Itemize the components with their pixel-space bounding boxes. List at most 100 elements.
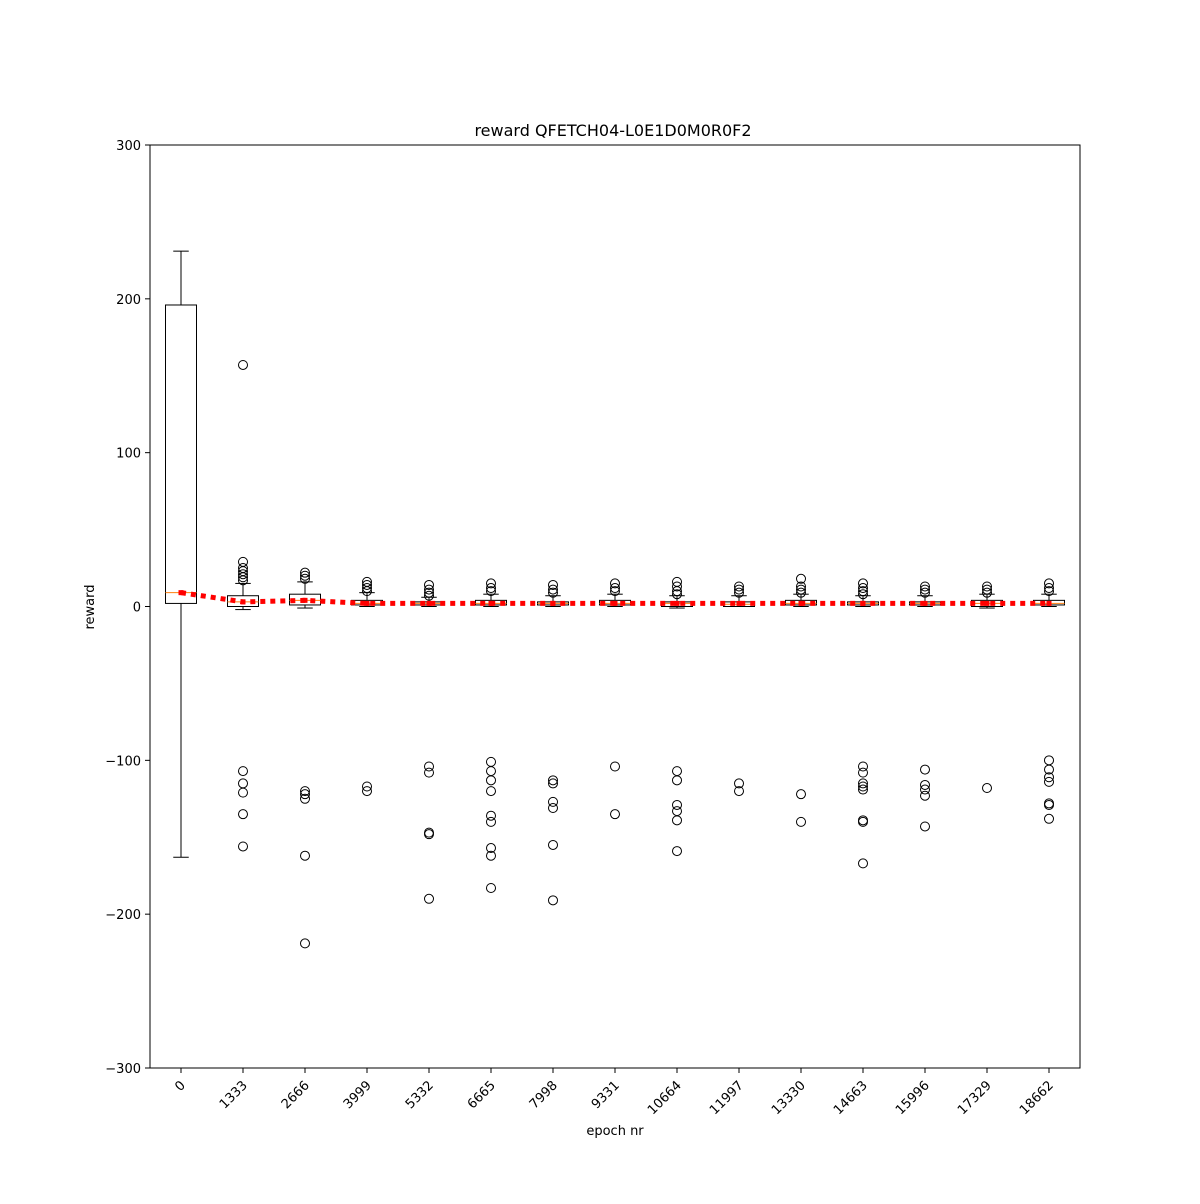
- outlier: [982, 587, 992, 598]
- outlier: [362, 781, 372, 792]
- mean-marker: [674, 600, 680, 606]
- outlier: [796, 581, 806, 592]
- outlier: [238, 809, 248, 820]
- outlier: [238, 359, 248, 370]
- outlier: [1044, 583, 1054, 594]
- outlier: [486, 850, 496, 861]
- outlier: [858, 578, 868, 589]
- outlier: [920, 764, 930, 775]
- mean-marker: [178, 590, 184, 596]
- y-tick-label: −100: [105, 754, 141, 769]
- outlier: [920, 581, 930, 592]
- outlier: [486, 816, 496, 827]
- mean-marker: [426, 600, 432, 606]
- outlier: [300, 567, 310, 578]
- outlier: [362, 583, 372, 594]
- outlier: [548, 579, 558, 590]
- outlier: [1044, 813, 1054, 824]
- outlier: [424, 587, 434, 598]
- outlier: [238, 787, 248, 798]
- outlier: [858, 784, 868, 795]
- outlier: [300, 938, 310, 949]
- x-axis-label: epoch nr: [586, 1124, 644, 1139]
- outlier: [300, 793, 310, 804]
- outlier: [300, 573, 310, 584]
- outlier: [486, 756, 496, 767]
- mean-marker: [612, 600, 618, 606]
- x-tick-label: 2666: [279, 1078, 313, 1112]
- mean-marker: [550, 600, 556, 606]
- outlier: [672, 815, 682, 826]
- outlier: [238, 575, 248, 586]
- outlier: [858, 761, 868, 772]
- y-tick-label: 0: [133, 601, 141, 616]
- outlier: [238, 569, 248, 580]
- box: [227, 595, 259, 608]
- outlier: [610, 809, 620, 820]
- outlier: [238, 572, 248, 583]
- outlier: [300, 786, 310, 797]
- outlier: [672, 799, 682, 810]
- mean-marker: [798, 600, 804, 606]
- outlier: [672, 775, 682, 786]
- outlier: [486, 578, 496, 589]
- outlier: [610, 578, 620, 589]
- outlier: [300, 850, 310, 861]
- outlier: [548, 587, 558, 598]
- outlier: [486, 583, 496, 594]
- mean-marker: [488, 600, 494, 606]
- outlier: [424, 893, 434, 904]
- outlier: [920, 779, 930, 790]
- outlier: [300, 570, 310, 581]
- outlier: [858, 767, 868, 778]
- x-tick-label: 5332: [403, 1078, 437, 1112]
- y-tick-label: −300: [105, 1062, 141, 1077]
- outlier: [424, 590, 434, 601]
- outlier: [734, 786, 744, 797]
- outlier: [486, 786, 496, 797]
- mean-marker: [922, 600, 928, 606]
- x-tick-label: 13330: [769, 1078, 809, 1118]
- outlier: [858, 816, 868, 827]
- outlier: [486, 883, 496, 894]
- outlier: [610, 761, 620, 772]
- outlier: [672, 806, 682, 817]
- outlier: [424, 767, 434, 778]
- outlier: [796, 573, 806, 584]
- outlier: [672, 581, 682, 592]
- outlier: [858, 778, 868, 789]
- outlier: [1044, 586, 1054, 597]
- mean-marker: [736, 600, 742, 606]
- outlier: [672, 586, 682, 597]
- outlier: [486, 775, 496, 786]
- outlier: [796, 584, 806, 595]
- mean-marker: [860, 600, 866, 606]
- outlier: [610, 586, 620, 597]
- outlier: [982, 783, 992, 794]
- outlier: [300, 789, 310, 800]
- x-tick-label: 3999: [341, 1078, 375, 1112]
- outlier: [858, 583, 868, 594]
- x-tick-label: 18662: [1017, 1078, 1057, 1118]
- outlier: [796, 789, 806, 800]
- mean-marker: [1046, 600, 1052, 606]
- outlier: [486, 586, 496, 597]
- outlier: [548, 839, 558, 850]
- outlier: [1044, 578, 1054, 589]
- x-tick-label: 1333: [217, 1078, 251, 1112]
- plot-frame: [149, 144, 1081, 1069]
- x-tick-label: 7998: [527, 1078, 561, 1112]
- outlier: [238, 841, 248, 852]
- outlier: [548, 895, 558, 906]
- outlier: [1044, 755, 1054, 766]
- x-tick-label: 11997: [707, 1078, 747, 1118]
- x-tick-label: 10664: [645, 1078, 685, 1118]
- y-tick-label: 300: [116, 139, 141, 154]
- outlier: [424, 579, 434, 590]
- x-tick-label: 0: [172, 1078, 188, 1094]
- outlier: [362, 586, 372, 597]
- x-tick-label: 6665: [465, 1078, 499, 1112]
- outlier: [920, 784, 930, 795]
- y-tick-label: 200: [116, 293, 141, 308]
